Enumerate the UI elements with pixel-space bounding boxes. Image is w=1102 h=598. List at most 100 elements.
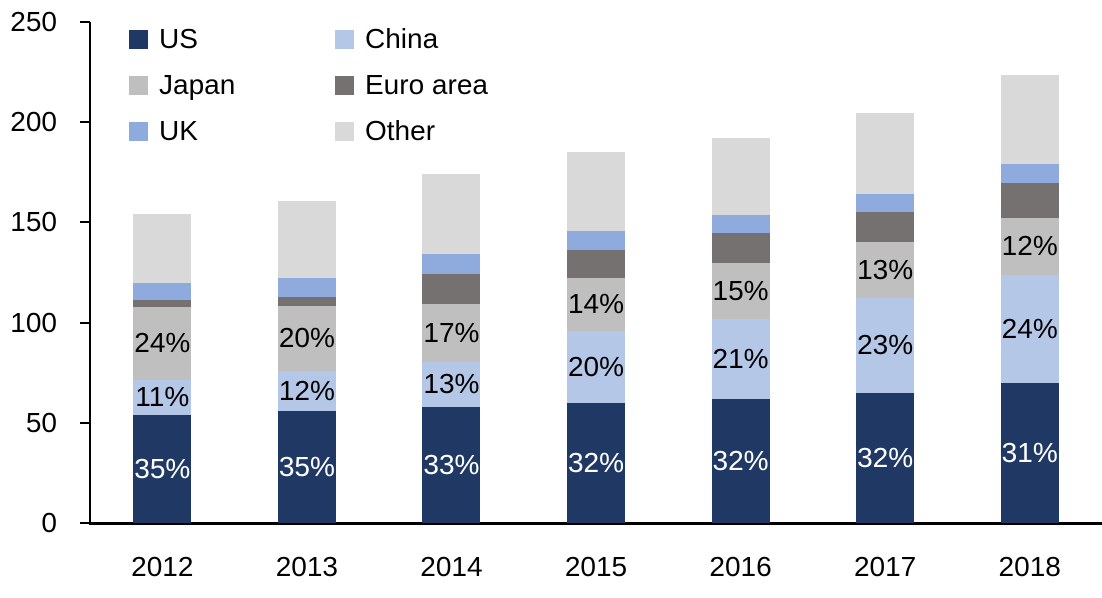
segment-japan: 20% — [277, 305, 336, 371]
x-tick-label: 2018 — [998, 551, 1061, 582]
segment-us: 32% — [711, 398, 770, 523]
segment-label-japan: 14% — [567, 288, 625, 320]
y-tick — [80, 21, 90, 23]
segment-japan: 13% — [856, 242, 915, 298]
segment-uk — [1000, 164, 1059, 184]
segment-other — [711, 138, 770, 216]
legend-label: Euro area — [365, 69, 488, 100]
legend-label: UK — [159, 115, 198, 146]
segment-china: 24% — [1000, 274, 1059, 383]
y-tick — [80, 321, 90, 324]
y-tick-label: 100 — [10, 306, 57, 338]
segment-china: 11% — [133, 379, 192, 415]
x-tick-label: 2013 — [275, 551, 338, 582]
legend-label: Other — [365, 115, 436, 146]
segment-japan: 12% — [1000, 218, 1059, 275]
bar-2012: 35% 11% 24% — [133, 214, 192, 523]
segment-other — [133, 214, 192, 283]
segment-uk — [277, 277, 336, 297]
segment-uk — [133, 282, 192, 300]
segment-uk — [856, 194, 915, 213]
segment-label-us: 33% — [423, 448, 480, 480]
y-tick — [80, 121, 90, 124]
segment-label-china: 21% — [712, 342, 769, 374]
segment-uk — [422, 253, 481, 274]
legend-label: US — [159, 23, 198, 54]
segment-us: 35% — [277, 410, 336, 523]
segment-label-us: 31% — [1001, 436, 1058, 468]
segment-euro-area — [856, 212, 915, 243]
segment-label-japan: 12% — [1001, 230, 1058, 262]
y-tick-label: 50 — [25, 406, 57, 438]
legend-swatch-uk — [129, 121, 148, 141]
y-axis-line — [89, 22, 91, 525]
segment-euro-area — [1000, 183, 1059, 219]
segment-uk — [711, 215, 770, 234]
legend-swatch-china — [335, 29, 354, 49]
legend-swatch-japan — [129, 75, 148, 95]
segment-other — [1000, 75, 1059, 165]
segment-label-china: 24% — [1001, 312, 1058, 344]
x-tick-label: 2016 — [709, 551, 772, 582]
segment-us: 33% — [422, 406, 481, 523]
bar-2013: 35% 12% 20% — [277, 201, 336, 523]
y-tick — [80, 522, 90, 524]
segment-euro-area — [711, 233, 770, 263]
segment-china: 21% — [711, 318, 770, 399]
segment-euro-area — [422, 273, 481, 304]
legend-label: Japan — [159, 69, 236, 100]
segment-euro-area — [133, 299, 192, 307]
segment-label-japan: 20% — [278, 322, 335, 354]
segment-euro-area — [567, 250, 625, 278]
bar-2016: 32% 21% 15% — [711, 138, 770, 523]
y-tick — [80, 221, 90, 224]
segment-other — [277, 201, 336, 278]
segment-other — [567, 152, 625, 232]
legend-item-us: US — [129, 24, 335, 54]
segment-us: 32% — [567, 402, 625, 523]
segment-label-china: 23% — [857, 329, 914, 361]
x-tick-label: 2014 — [420, 551, 483, 582]
segment-japan: 14% — [567, 277, 625, 331]
legend-label: China — [365, 23, 439, 54]
segment-label-china: 13% — [423, 368, 480, 400]
legend-item-euro-area: Euro area — [335, 70, 488, 100]
segment-label-us: 32% — [712, 444, 769, 476]
segment-label-china: 11% — [135, 381, 190, 413]
legend-swatch-other — [335, 121, 354, 141]
x-tick-label: 2012 — [131, 551, 194, 582]
segment-china: 20% — [567, 330, 625, 403]
bar-2014: 33% 13% 17% — [422, 174, 481, 523]
segment-label-japan: 24% — [134, 327, 191, 359]
segment-uk — [567, 231, 625, 251]
y-tick-label: 200 — [10, 106, 57, 138]
legend: US China Japan Euro area UK Other — [129, 16, 488, 154]
segment-label-china: 12% — [278, 374, 335, 406]
x-tick-label: 2015 — [564, 551, 628, 582]
legend-item-japan: Japan — [129, 70, 335, 100]
segment-label-china: 20% — [567, 350, 625, 382]
segment-label-us: 32% — [567, 446, 625, 478]
legend-swatch-euro-area — [335, 75, 354, 95]
segment-euro-area — [277, 296, 336, 306]
segment-label-us: 35% — [278, 450, 335, 482]
segment-label-japan: 13% — [857, 254, 914, 285]
legend-swatch-us — [129, 29, 148, 49]
segment-us: 32% — [856, 392, 915, 523]
segment-china: 23% — [856, 297, 915, 393]
y-tick-label: 0 — [41, 507, 57, 538]
x-tick-label: 2017 — [853, 551, 917, 582]
bar-2017: 32% 23% 13% — [856, 113, 915, 523]
segment-us: 35% — [133, 414, 192, 523]
segment-label-us: 35% — [134, 452, 191, 484]
legend-item-china: China — [335, 24, 488, 54]
y-tick-label: 150 — [10, 206, 57, 238]
legend-item-uk: UK — [129, 116, 335, 146]
bar-2018: 31% 24% 12% — [1000, 75, 1059, 523]
segment-other — [422, 174, 481, 254]
x-axis-line — [89, 522, 1102, 525]
bar-2015: 32% 20% 14% — [567, 152, 625, 523]
segment-japan: 24% — [133, 306, 192, 380]
y-tick — [80, 421, 90, 424]
